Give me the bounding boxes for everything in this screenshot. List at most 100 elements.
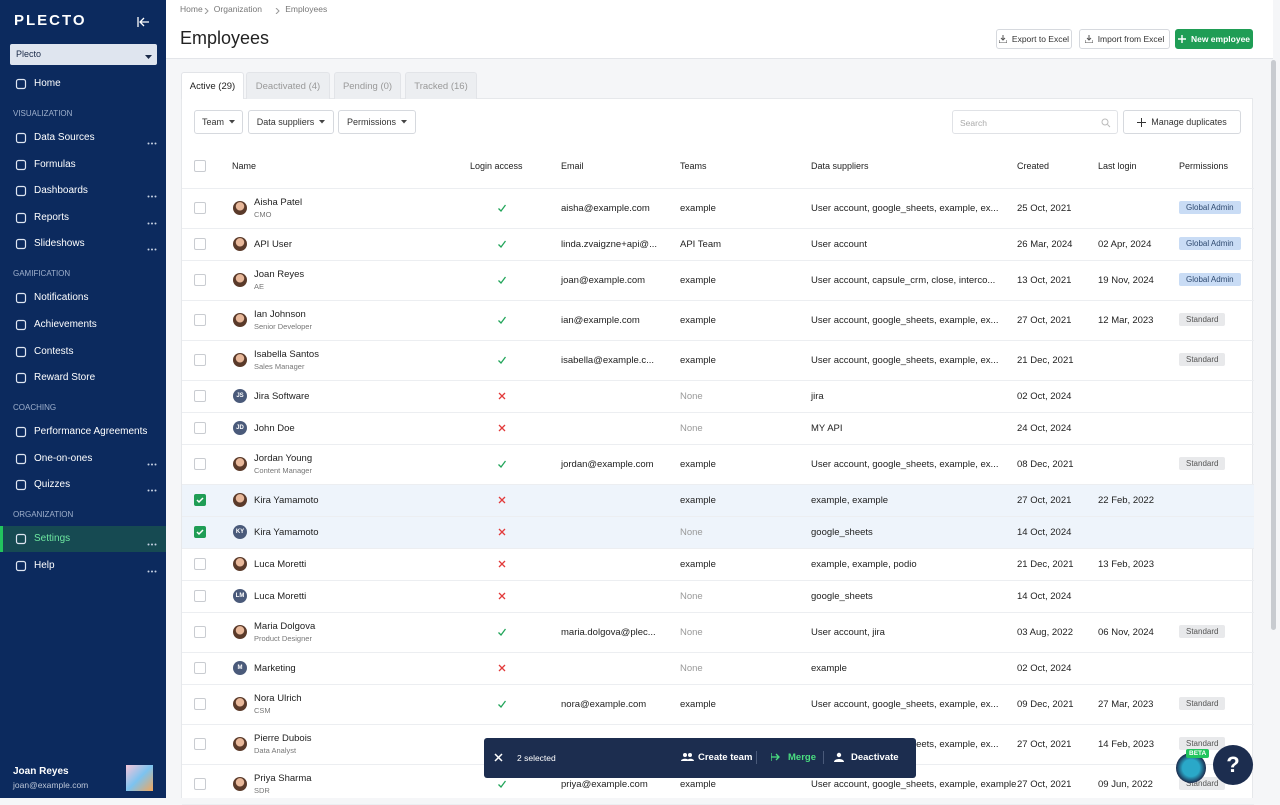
filter-button[interactable]: Team xyxy=(194,110,243,134)
org-select[interactable]: Plecto xyxy=(10,44,157,65)
header-button[interactable]: Import from Excel xyxy=(1079,29,1170,49)
checkbox[interactable] xyxy=(194,160,206,172)
checkbox[interactable] xyxy=(194,238,206,250)
checkbox[interactable] xyxy=(194,526,206,538)
more-dots[interactable] xyxy=(147,217,157,228)
checkbox[interactable] xyxy=(194,202,206,214)
breadcrumb[interactable]: Home xyxy=(180,4,203,14)
employee-name[interactable]: Luca Moretti xyxy=(254,591,307,602)
nav-item[interactable]: Reward Store xyxy=(34,372,96,384)
more-dots[interactable] xyxy=(147,565,157,576)
employee-name[interactable]: Marketing xyxy=(254,663,296,674)
nav-item[interactable]: Formulas xyxy=(34,158,76,170)
employee-name[interactable]: Pierre Dubois xyxy=(254,733,312,744)
checkbox[interactable] xyxy=(194,494,206,506)
collapse-icon[interactable] xyxy=(137,16,150,28)
checkbox[interactable] xyxy=(194,590,206,602)
more-dots[interactable] xyxy=(147,458,157,469)
column-header: Teams xyxy=(680,161,707,171)
nav-item[interactable]: Performance Agreements xyxy=(34,426,148,438)
tab[interactable]: Deactivated (4) xyxy=(246,72,330,99)
employee-name[interactable]: John Doe xyxy=(254,423,295,434)
employee-name[interactable]: Jira Software xyxy=(254,391,310,402)
email: nora@example.com xyxy=(561,699,647,710)
employee-name[interactable]: Aisha Patel xyxy=(254,197,303,208)
nav-item[interactable]: Contests xyxy=(34,345,74,357)
employee-name[interactable]: API User xyxy=(254,239,293,250)
manage-duplicates[interactable]: Manage duplicates xyxy=(1123,110,1241,134)
scrollbar[interactable] xyxy=(1271,60,1276,630)
selection-action[interactable]: Deactivate xyxy=(851,752,899,763)
checkbox[interactable] xyxy=(194,662,206,674)
employee-name[interactable]: Jordan Young xyxy=(254,453,313,464)
tab-label: Tracked (16) xyxy=(414,80,468,92)
nav-item[interactable]: Reports xyxy=(34,211,70,223)
header-button[interactable]: New employee xyxy=(1175,29,1253,49)
selection-action[interactable]: Create team xyxy=(698,752,753,763)
checkbox[interactable] xyxy=(194,698,206,710)
nav-item[interactable]: Quizzes xyxy=(34,479,71,491)
login-access-glyph xyxy=(498,700,507,708)
nav-item[interactable]: Help xyxy=(34,560,55,571)
action-icon xyxy=(834,752,847,766)
nav-item[interactable]: Dashboards xyxy=(34,185,88,197)
employee-name[interactable]: Kira Yamamoto xyxy=(254,495,319,506)
employee-name[interactable]: Kira Yamamoto xyxy=(254,527,319,538)
checkbox[interactable] xyxy=(194,422,206,434)
nav-item[interactable]: Achievements xyxy=(34,319,97,330)
column-header: Permissions xyxy=(1179,161,1229,171)
breadcrumb-sep xyxy=(204,6,209,17)
employee-name[interactable]: Joan Reyes xyxy=(254,269,305,280)
action-icon xyxy=(770,752,784,766)
file-icon xyxy=(998,35,1007,43)
checkbox[interactable] xyxy=(194,390,206,402)
employee-name[interactable]: Ian Johnson xyxy=(254,309,306,320)
check-glyph xyxy=(196,529,204,536)
checkbox[interactable] xyxy=(194,314,206,326)
tab[interactable]: Pending (0) xyxy=(334,72,401,99)
employee-name[interactable]: Nora Ulrich xyxy=(254,693,302,704)
employee-name[interactable]: Maria Dolgova xyxy=(254,621,316,632)
action-icon xyxy=(681,752,694,766)
nav-item[interactable]: One-on-ones xyxy=(34,452,93,464)
help-label: ? xyxy=(1226,752,1240,777)
avatar: LM xyxy=(233,589,247,603)
more-dots[interactable] xyxy=(147,190,157,201)
employee-role: Product Designer xyxy=(254,634,312,643)
more-dots[interactable] xyxy=(147,243,157,254)
help-button[interactable]: ? xyxy=(1213,745,1253,785)
checkbox[interactable] xyxy=(194,778,206,790)
checkbox[interactable] xyxy=(194,626,206,638)
employee-name[interactable]: Isabella Santos xyxy=(254,349,319,360)
checkbox[interactable] xyxy=(194,458,206,470)
employee-name[interactable]: Priya Sharma xyxy=(254,773,312,784)
header-button[interactable]: Export to Excel xyxy=(996,29,1072,49)
selection-action[interactable]: Merge xyxy=(788,752,816,763)
tab[interactable]: Tracked (16) xyxy=(405,72,477,99)
breadcrumb[interactable]: Organization xyxy=(213,4,262,14)
created: 21 Dec, 2021 xyxy=(1017,559,1074,570)
close-selection[interactable] xyxy=(494,753,503,765)
nav-item[interactable]: Slideshows xyxy=(34,238,85,250)
more-dots-glyph xyxy=(147,142,157,145)
checkbox[interactable] xyxy=(194,558,206,570)
nav-item[interactable]: Notifications xyxy=(34,292,89,304)
nav-item[interactable]: Settings xyxy=(34,533,71,545)
search-input[interactable]: Search xyxy=(952,110,1118,134)
nav-item[interactable]: Home xyxy=(34,78,61,89)
tab[interactable]: Active (29) xyxy=(181,72,244,99)
login-access xyxy=(498,780,507,791)
filter-button[interactable]: Permissions xyxy=(338,110,416,134)
checkbox[interactable] xyxy=(194,738,206,750)
filter-button[interactable]: Data suppliers xyxy=(248,110,334,134)
more-dots[interactable] xyxy=(147,484,157,495)
assistant-avatar[interactable] xyxy=(1176,753,1206,783)
row-divider xyxy=(182,188,1254,189)
more-dots[interactable] xyxy=(147,137,157,148)
nav-item[interactable]: Data Sources xyxy=(34,132,95,143)
login-access xyxy=(498,664,506,675)
employee-name[interactable]: Luca Moretti xyxy=(254,559,307,570)
more-dots[interactable] xyxy=(147,538,157,549)
checkbox[interactable] xyxy=(194,354,206,366)
checkbox[interactable] xyxy=(194,274,206,286)
